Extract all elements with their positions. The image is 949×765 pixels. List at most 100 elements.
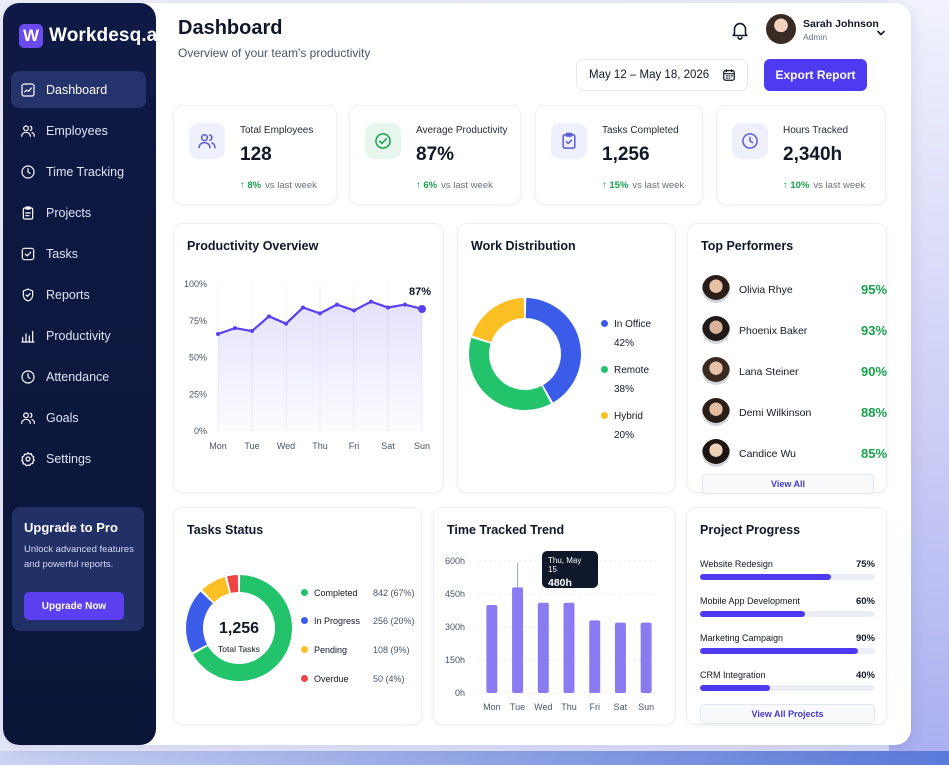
legend-dot [601,366,608,373]
gear-icon [20,451,36,467]
performer-name: Demi Wilkinson [739,407,812,419]
performer-score: 95% [861,282,888,297]
performer-row[interactable]: Lana Steiner 90% [702,357,887,387]
card-title: Top Performers [701,239,794,253]
sidebar-item-time-tracking[interactable]: Time Tracking [11,153,146,190]
upgrade-now-button[interactable]: Upgrade Now [24,592,124,620]
sidebar-item-label: Settings [46,451,92,466]
data-point [267,314,271,319]
bar[interactable] [537,602,549,693]
tasks-status-card: Tasks Status 1,256 Total Tasks Completed… [173,507,422,725]
card-title: Work Distribution [471,239,576,253]
user-role: Admin [803,32,828,42]
background-strip [0,751,949,765]
donut-slice-in-progress [186,591,213,653]
view-all-performers-button[interactable]: View All [702,474,874,494]
x-tick-label: Thu [561,702,577,712]
work-distribution-card: Work Distribution In Office 42% Remote 38%… [457,223,676,493]
y-tick-label: 300h [445,622,465,632]
data-point [352,308,356,313]
work-distribution-donut [469,298,581,410]
project-percent: 40% [855,670,875,681]
sidebar-item-label: Goals [46,410,79,425]
legend-label: Pending [314,645,348,655]
legend-dot [601,412,608,419]
stat-value: 128 [240,144,272,165]
task-legend-item: Completed 842 (67%) [301,588,416,598]
progress-fill [700,685,770,691]
stat-delta: ↑ 6% vs last week [416,180,493,191]
productivity-overview-card: Productivity Overview 100% 75% 50% 25% 0% 87%… [173,223,444,493]
card-title: Tasks Status [187,523,264,537]
bar[interactable] [512,587,524,693]
sidebar-item-label: Productivity [46,328,111,343]
performer-row[interactable]: Candice Wu 85% [702,439,887,469]
legend-label: Overdue [314,674,349,684]
sidebar-item-productivity[interactable]: Productivity [11,317,146,354]
project-percent: 90% [855,633,875,644]
sidebar-item-reports[interactable]: Reports [11,276,146,313]
performer-row[interactable]: Olivia Rhye 95% [702,275,887,305]
tooltip-day: Thu, May 15 [548,556,582,574]
logo[interactable]: W Workdesq.ai [19,24,163,48]
area-fill [218,301,422,431]
donut-slice-remote [469,337,551,410]
clock-icon [20,164,36,180]
clock-icon [20,369,36,385]
y-tick-label: 0h [455,688,465,698]
avatar [702,439,730,467]
stat-card-hours-tracked: Hours Tracked 2,340h ↑ 10% vs last week [716,105,886,205]
project-percent: 75% [855,559,875,570]
bar[interactable] [589,620,601,693]
date-range-text: May 12 – May 18, 2026 [589,69,710,81]
bell-icon[interactable] [729,19,751,41]
time-tracked-trend-card: Time Tracked Trend 600h 450h 300h 150h 0h Mon… [433,507,676,725]
sidebar-item-label: Dashboard [46,82,108,97]
users-icon [20,410,36,426]
export-report-button[interactable]: Export Report [764,59,867,91]
stat-label: Hours Tracked [783,125,849,136]
delta-value: 8% [247,180,262,191]
performer-row[interactable]: Demi Wilkinson 88% [702,398,887,428]
task-legend-item: Overdue 50 (4%) [301,674,416,684]
performer-score: 85% [861,446,888,461]
sidebar-item-settings[interactable]: Settings [11,440,146,477]
view-all-projects-button[interactable]: View All Projects [700,704,875,724]
sidebar-item-tasks[interactable]: Tasks [11,235,146,272]
bar[interactable] [640,622,652,693]
card-title: Time Tracked Trend [447,523,565,537]
sidebar-item-dashboard[interactable]: Dashboard [11,71,146,108]
time-tracked-bar-chart: 600h 450h 300h 150h 0h Mon Tue Wed Thu Fri Sat Sun [445,556,659,712]
legend-label: In Office [614,319,652,330]
user-name[interactable]: Sarah Johnson [803,18,879,30]
sidebar-item-label: Time Tracking [46,164,125,179]
bar[interactable] [563,602,575,693]
sidebar-item-goals[interactable]: Goals [11,399,146,436]
data-point [250,329,254,334]
data-point [233,326,237,331]
date-range-picker[interactable]: May 12 – May 18, 2026 [576,59,748,91]
delta-value: 6% [423,180,438,191]
bar-chart-icon [20,328,36,344]
avatar [702,275,730,303]
tasks-total-label: Total Tasks [218,644,260,654]
sidebar-nav: Dashboard Employees Time Tracking Projects T… [11,71,146,481]
sidebar-item-attendance[interactable]: Attendance [11,358,146,395]
stat-delta: ↑ 10% vs last week [783,180,866,191]
performer-row[interactable]: Phoenix Baker 93% [702,316,887,346]
upgrade-card: Upgrade to Pro Unlock advanced features … [12,507,144,631]
legend-dot [301,675,308,682]
card-title: Project Progress [700,523,801,537]
sidebar-item-projects[interactable]: Projects [11,194,146,231]
stat-value: 1,256 [602,144,650,165]
user-avatar[interactable] [766,14,796,44]
sidebar-item-employees[interactable]: Employees [11,112,146,149]
chevron-down-icon[interactable] [876,25,886,36]
bar[interactable] [614,622,626,693]
legend-dot [301,589,308,596]
bar[interactable] [486,605,498,693]
y-tick-label: 50% [189,353,207,363]
stat-label: Average Productivity [416,125,508,136]
stat-delta: ↑ 8% vs last week [240,180,317,191]
donut-slice-hybrid [472,298,525,343]
